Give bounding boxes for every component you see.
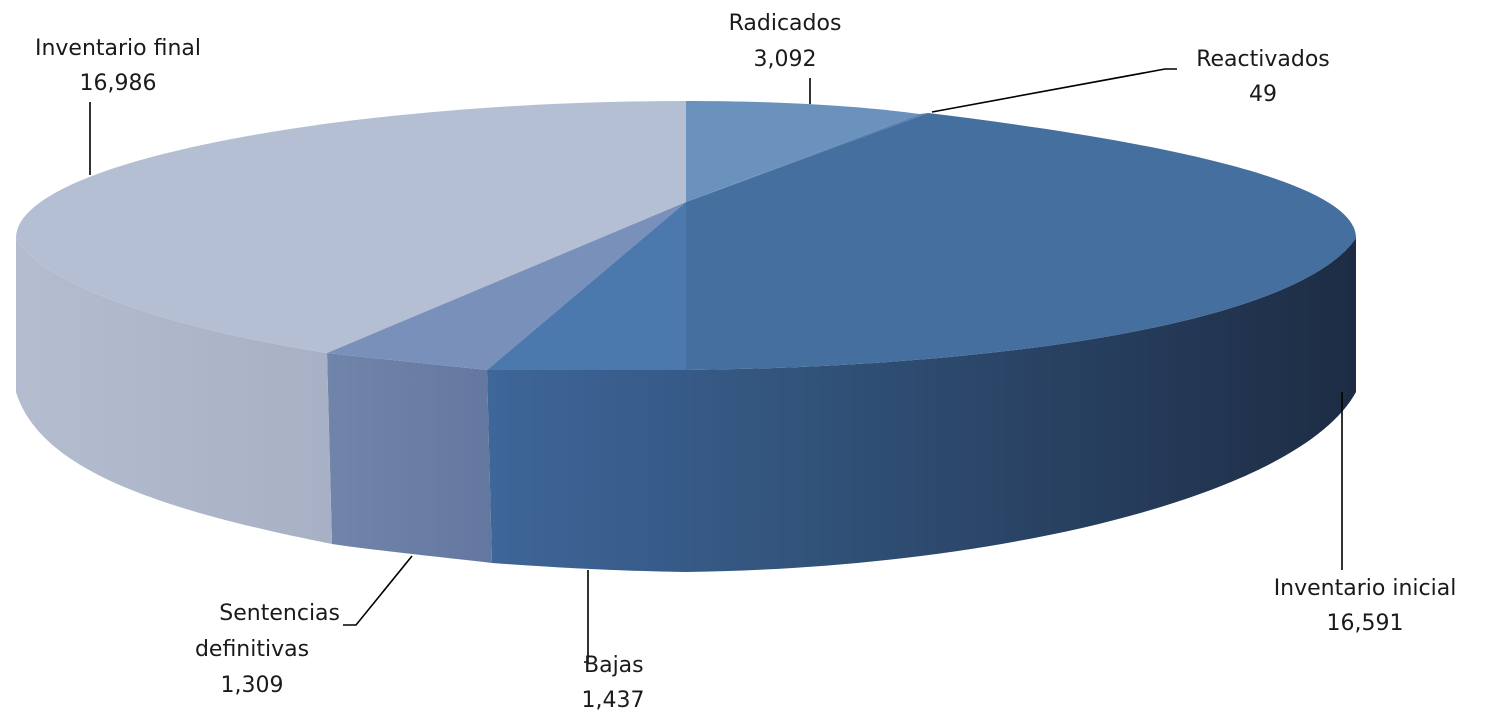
label-radicados-value: 3,092	[754, 47, 817, 72]
pie-top-face	[16, 101, 1356, 370]
wall-inventario-final	[16, 238, 332, 544]
label-radicados-name: Radicados	[729, 11, 842, 36]
wall-bajas	[487, 370, 686, 572]
label-inventario-final-value: 16,986	[80, 71, 157, 96]
data-labels: Radicados 3,092 Reactivados 49 Inventari…	[35, 11, 1456, 713]
leader-reactivados	[931, 68, 1177, 113]
label-bajas-value: 1,437	[582, 688, 645, 713]
label-sentencias-name-line1: Sentencias	[219, 601, 340, 626]
slice-inventario-final	[16, 101, 686, 353]
label-inventario-inicial-name: Inventario inicial	[1274, 576, 1457, 601]
wall-sentencias-definitivas	[327, 353, 492, 563]
leader-sentencias	[343, 555, 413, 626]
slice-reactivados	[686, 113, 928, 202]
slice-sentencias-definitivas	[327, 202, 686, 370]
label-sentencias-value: 1,309	[221, 673, 284, 698]
leader-bajas	[584, 570, 589, 663]
pie-side-walls	[16, 238, 1356, 572]
label-sentencias-name-line2: definitivas	[195, 637, 309, 662]
leader-lines	[89, 68, 1343, 663]
label-bajas-name: Bajas	[584, 653, 644, 678]
label-inventario-inicial-value: 16,591	[1327, 611, 1404, 636]
slice-inventario-inicial	[686, 113, 1356, 370]
label-reactivados-value: 49	[1249, 82, 1277, 107]
wall-inventario-inicial	[686, 238, 1356, 572]
slice-bajas	[487, 202, 686, 370]
slice-radicados	[686, 101, 920, 202]
label-reactivados-name: Reactivados	[1196, 47, 1330, 72]
label-inventario-final-name: Inventario final	[35, 36, 201, 61]
